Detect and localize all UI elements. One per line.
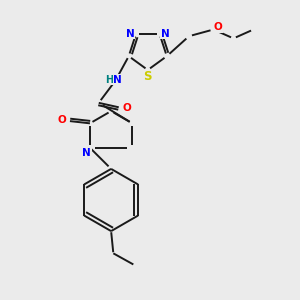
Text: N: N [161,29,170,39]
Text: H: H [105,74,113,85]
Text: O: O [214,22,222,32]
Text: N: N [113,74,122,85]
Text: N: N [82,148,91,158]
Text: O: O [122,103,131,113]
Text: N: N [126,29,135,39]
Text: S: S [143,70,152,83]
Text: O: O [58,115,67,125]
